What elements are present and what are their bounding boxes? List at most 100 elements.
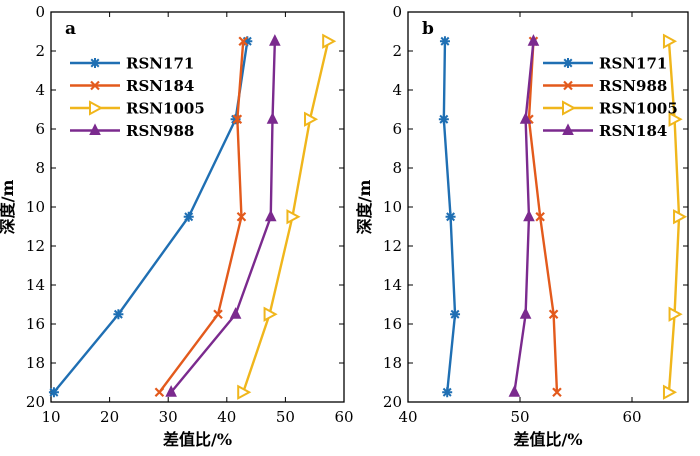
x-tick-label: 60	[622, 408, 641, 426]
data-point	[304, 111, 319, 127]
x-tick-label: 60	[334, 408, 353, 426]
legend-label: RSN1005	[126, 100, 205, 118]
y-tick-label: 0	[35, 3, 45, 21]
legend-label: RSN184	[599, 122, 667, 140]
legend-label: RSN988	[126, 122, 194, 140]
y-tick-label: 2	[35, 42, 45, 60]
y-axis-label: 深度/m	[355, 180, 374, 235]
data-point	[229, 307, 242, 319]
data-point	[237, 384, 252, 400]
series-RSN184	[508, 34, 540, 397]
y-axis-label: 深度/m	[0, 180, 17, 235]
y-tick-label: 10	[26, 198, 45, 216]
legend-marker	[562, 100, 577, 116]
y-tick-label: 8	[35, 159, 45, 177]
x-tick-label: 30	[159, 408, 178, 426]
legend-label: RSN184	[126, 77, 194, 95]
data-point	[668, 111, 683, 127]
x-axis-label: 差值比/%	[513, 430, 582, 449]
x-axis-label: 差值比/%	[163, 430, 232, 449]
x-tick-label: 20	[100, 408, 119, 426]
data-point	[662, 384, 678, 400]
y-tick-label: 16	[383, 315, 402, 333]
panel-label: a	[65, 19, 76, 39]
data-point	[438, 114, 449, 125]
y-tick-label: 4	[392, 81, 402, 99]
legend: RSN171 RSN184 RSN1005 RSN988	[70, 55, 205, 140]
data-point	[445, 211, 456, 222]
series-RSN988	[165, 34, 281, 397]
data-point	[442, 387, 453, 398]
data-point	[668, 306, 683, 322]
y-tick-label: 12	[26, 237, 45, 255]
data-point	[236, 211, 247, 222]
data-point	[232, 114, 243, 125]
y-tick-label: 14	[383, 276, 402, 294]
data-point	[269, 34, 281, 46]
series-line	[242, 40, 330, 393]
legend-marker	[90, 80, 100, 91]
y-tick-label: 20	[26, 393, 45, 411]
data-point	[662, 33, 678, 49]
y-tick-label: 6	[35, 120, 45, 138]
data-point	[548, 309, 559, 320]
legend-label: RSN171	[599, 55, 667, 73]
x-tick-label: 10	[41, 408, 60, 426]
data-point	[263, 306, 278, 322]
data-point	[264, 209, 277, 222]
legend-marker	[90, 58, 100, 68]
y-tick-label: 20	[383, 393, 402, 411]
data-point	[527, 34, 540, 46]
y-tick-label: 6	[392, 120, 402, 138]
y-tick-label: 4	[35, 81, 45, 99]
data-point	[673, 209, 688, 225]
legend-marker	[562, 123, 574, 135]
panel-label: b	[422, 19, 434, 39]
x-tick-label: 40	[217, 408, 236, 426]
series-RSN1005	[237, 33, 337, 400]
data-point	[535, 211, 545, 222]
data-point	[238, 36, 248, 47]
y-tick-label: 8	[392, 159, 402, 177]
legend-marker	[563, 58, 573, 68]
data-point	[183, 211, 194, 222]
y-tick-label: 2	[392, 42, 402, 60]
data-point	[213, 309, 223, 320]
x-tick-label: 50	[276, 408, 295, 426]
data-point	[519, 307, 532, 319]
legend-marker	[89, 100, 104, 116]
data-point	[48, 387, 59, 398]
data-point	[113, 309, 124, 320]
data-point	[439, 36, 450, 47]
y-tick-label: 14	[26, 276, 45, 294]
legend: RSN171 RSN988 RSN1005 RSN184	[543, 55, 678, 140]
legend-label: RSN988	[599, 77, 667, 95]
legend-marker	[563, 80, 573, 91]
data-point	[286, 209, 301, 225]
data-point	[322, 33, 337, 49]
series-RSN1005	[662, 33, 688, 400]
data-point	[523, 209, 535, 222]
data-point	[266, 112, 279, 124]
data-point	[552, 387, 562, 398]
y-tick-label: 12	[383, 237, 402, 255]
legend-label: RSN171	[126, 55, 194, 73]
x-tick-label: 40	[398, 408, 417, 426]
legend-label: RSN1005	[599, 100, 678, 118]
data-point	[450, 309, 461, 320]
y-tick-label: 18	[383, 354, 402, 372]
x-tick-label: 50	[510, 408, 529, 426]
y-tick-label: 18	[26, 354, 45, 372]
data-point	[154, 387, 165, 398]
data-point	[230, 114, 241, 125]
series-RSN171	[438, 36, 461, 398]
series-RSN184	[154, 36, 248, 398]
data-point	[165, 385, 177, 397]
y-tick-label: 0	[392, 3, 402, 21]
y-tick-label: 10	[383, 198, 402, 216]
legend-marker	[89, 123, 101, 135]
